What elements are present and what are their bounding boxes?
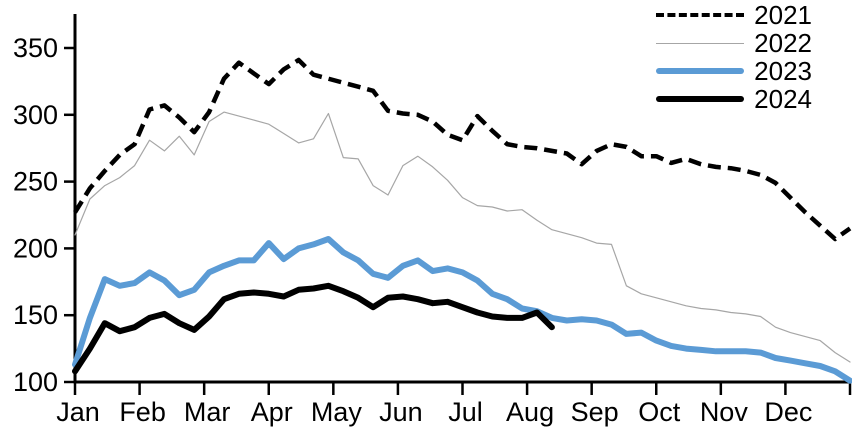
x-tick-label: Feb [119, 397, 166, 427]
legend-item-2023: 2023 [656, 57, 812, 85]
legend-swatch-2022-icon [656, 42, 745, 44]
y-tick-label: 350 [13, 33, 58, 63]
x-tick-label: Jul [448, 397, 483, 427]
x-tick-label: Apr [251, 397, 293, 427]
legend-swatch-2023-icon [656, 68, 745, 74]
x-tick-label: Oct [638, 397, 681, 427]
series-line-2024 [72, 282, 555, 375]
legend-label-2024: 2024 [754, 84, 812, 114]
y-tick-label: 250 [13, 167, 58, 197]
x-tick-label: Nov [700, 397, 749, 427]
series-line-2022 [74, 111, 851, 363]
x-tick-label: Jun [379, 397, 423, 427]
legend-label-2023: 2023 [754, 56, 812, 86]
legend-label-2022: 2022 [754, 28, 812, 58]
legend: 2021 2022 2023 2024 [656, 1, 812, 113]
x-tick-label: Dec [764, 397, 812, 427]
legend-item-2022: 2022 [656, 29, 812, 57]
x-tick-label: Mar [184, 397, 231, 427]
x-tick-label: Jan [56, 397, 100, 427]
x-tick-label: Sep [571, 397, 619, 427]
legend-item-2024: 2024 [656, 85, 812, 113]
legend-swatch-2024-icon [656, 96, 745, 102]
y-tick-label: 200 [13, 233, 58, 263]
legend-label-2021: 2021 [754, 0, 812, 30]
y-tick-label: 150 [13, 300, 58, 330]
series-line-2023 [72, 236, 852, 384]
legend-swatch-2021-icon [656, 13, 745, 17]
legend-item-2021: 2021 [656, 1, 812, 29]
y-tick-label: 100 [13, 367, 58, 397]
y-tick-label: 300 [13, 100, 58, 130]
series-line-2021 [73, 57, 852, 242]
x-tick-label: May [311, 397, 363, 427]
x-tick-label: Aug [506, 397, 554, 427]
